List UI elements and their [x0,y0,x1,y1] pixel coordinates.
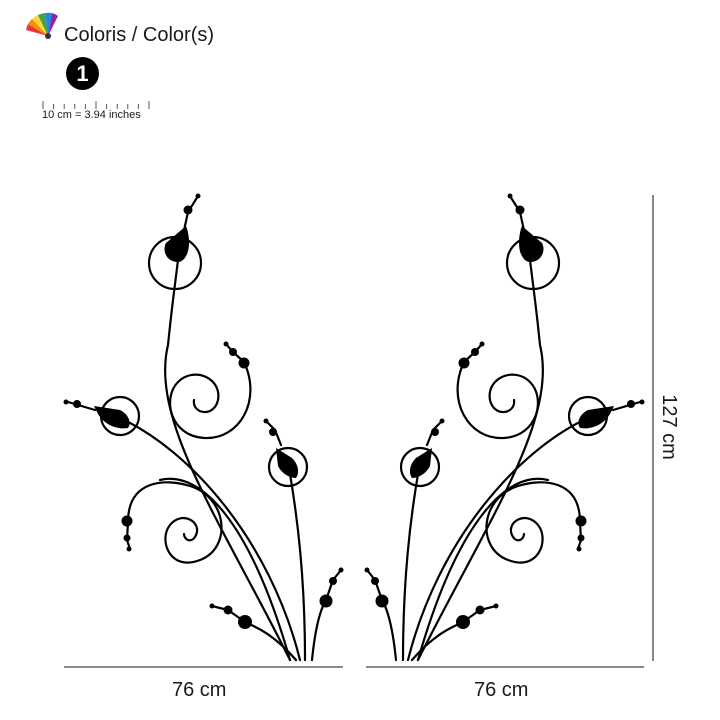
buds-left [63,193,344,629]
width-label-left: 76 cm [172,679,227,701]
vine-left [66,194,343,662]
scale-ruler: 10 cm = 3.94 inches [42,101,154,121]
vine-right [364,193,645,662]
color-fan-icon [26,12,58,39]
scale-label: 10 cm = 3.94 inches [42,109,141,121]
ruler-ticks [42,101,150,109]
colors-title: Coloris / Color(s) [64,24,215,46]
height-label: 127 cm [657,394,680,460]
color-swatch-1[interactable]: 1 [66,57,99,90]
width-label-right: 76 cm [474,679,529,701]
